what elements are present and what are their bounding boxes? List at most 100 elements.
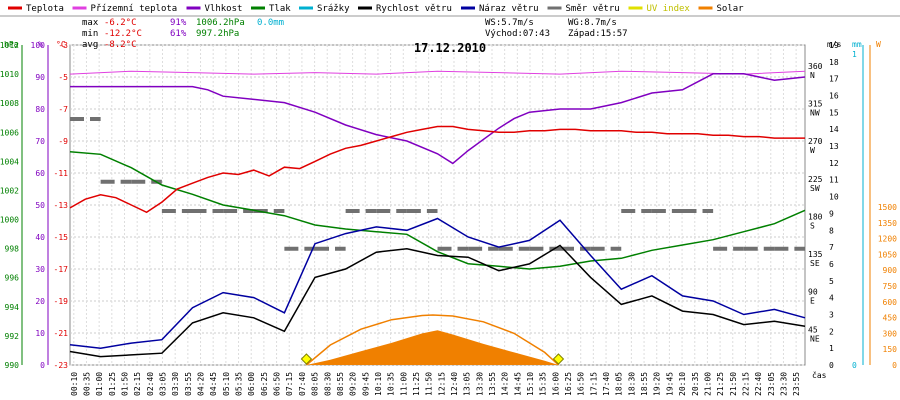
wind-dir-name: SE [810,259,820,268]
legend-label: UV index [647,4,691,14]
rain-tick: 1 [852,50,857,59]
wind-speed-tick: 7 [829,243,834,252]
time-label: 08:05 [311,372,320,396]
solar-tick: 150 [883,345,898,354]
time-label: 14:20 [501,372,510,396]
wind-wg: WG:8.7m/s [568,18,617,28]
temperature-tick: -23 [54,361,69,370]
time-label: 18:05 [615,372,624,396]
time-label: 01:25 [108,372,117,396]
wind-speed-tick: 2 [829,327,834,336]
temperature-tick: -15 [54,233,69,242]
humidity-tick: 70 [35,137,45,146]
stat-value: -8.2°C [104,40,137,50]
stat-value: avg [82,40,98,50]
humidity-tick: 60 [35,169,45,178]
wind-speed-tick: 10 [829,193,839,202]
humidity-tick: 80 [35,105,45,114]
wind-speed-unit: m/s [827,40,842,49]
legend-label: Teplota [26,4,64,14]
time-label: 20:35 [691,372,700,396]
wind-speed-tick: 8 [829,226,834,235]
wind-gust-line [69,217,806,349]
wind-speed-tick: 19 [829,41,839,50]
time-label: 00:35 [82,372,91,396]
time-label: 09:45 [361,372,370,396]
time-label: 22:40 [754,372,763,396]
sunrise: Východ:07:43 [485,29,550,39]
wind-dir-name: E [810,297,815,306]
solar-tick: 450 [883,314,898,323]
humidity-tick: 30 [35,265,45,274]
temperature-tick: -7 [58,105,68,114]
temperature-tick: -21 [54,329,69,338]
humidity-tick: 50 [35,201,45,210]
axes: 00:10 00:35 01:00 01:25 01:50 02:15 02:40 03:05… [0,40,897,396]
time-label: 09:20 [349,372,358,396]
time-label: 17:15 [589,372,598,396]
time-label: 06:25 [260,372,269,396]
time-label: 18:55 [640,372,649,396]
time-label: 23:05 [767,372,776,396]
time-label: 19:20 [653,372,662,396]
wind-speed-tick: 0 [829,361,834,370]
hpa-tick: 1006 [0,128,19,137]
wind-dir-name: SW [810,184,820,193]
hpa-tick: 1012 [0,41,19,50]
solar-tick: 900 [883,266,898,275]
time-label: 04:45 [209,372,218,396]
time-label: 21:50 [729,372,738,396]
solar-tick: 300 [883,329,898,338]
wind-speed-tick: 12 [829,159,839,168]
time-label: 11:50 [425,372,434,396]
hpa-tick: 994 [5,303,20,312]
time-label: 16:50 [577,372,586,396]
series-layer [69,70,806,366]
wind-dir-name: S [810,221,815,230]
wind-speed-tick: 9 [829,209,834,218]
legend: Teplota Přízemní teplota Vlhkost Tlak Srážky… [0,4,900,17]
wind-speed-tick: 14 [829,125,839,134]
wind-speed-tick: 4 [829,294,834,303]
solar-tick: 0 [892,361,897,370]
time-label: 11:00 [399,372,408,396]
wind-dir-name: NW [810,108,820,117]
humidity-line [70,73,806,165]
time-label: 07:15 [285,372,294,396]
time-label: 15:10 [526,372,535,396]
temperature-tick: -13 [54,201,69,210]
wind-speed-line [69,244,806,358]
legend-label: Rychlost větru [376,4,452,14]
wind-dir-deg: 315 [808,99,823,108]
hpa-tick: 1002 [0,186,19,195]
time-label: 05:35 [235,372,244,396]
time-label: 21:00 [703,372,712,396]
hpa-tick: 990 [5,361,20,370]
time-label: 10:35 [387,372,396,396]
wind-dir-deg: 45 [808,325,818,334]
stat-value: 0.0mm [257,18,284,28]
legend-label: Solar [717,4,745,14]
legend-label: Srážky [317,4,350,14]
time-label: 00:10 [70,372,79,396]
wind-speed-tick: 17 [829,75,839,84]
humidity-tick: 100 [31,41,46,50]
solar-tick: 600 [883,298,898,307]
time-label: 06:00 [247,372,256,396]
wind-speed-tick: 18 [829,58,839,67]
time-label: 04:20 [197,372,206,396]
time-label: 10:10 [374,372,383,396]
time-label: 22:15 [741,372,750,396]
stats-panel: max -6.2°C 91% 1006.2hPa 0.0mm min -12.2°C 61% 9… [82,18,628,50]
time-label: 20:10 [678,372,687,396]
time-label: 01:00 [95,372,104,396]
hpa-tick: 1004 [0,157,19,166]
sun-marker [552,353,565,365]
temperature-tick: -3 [58,41,68,50]
time-label: 16:00 [551,372,560,396]
solar-tick: 1500 [878,203,897,212]
solar-tick: 1200 [878,235,897,244]
temperature-unit: °C [56,40,66,49]
wind-speed-tick: 11 [829,176,839,185]
